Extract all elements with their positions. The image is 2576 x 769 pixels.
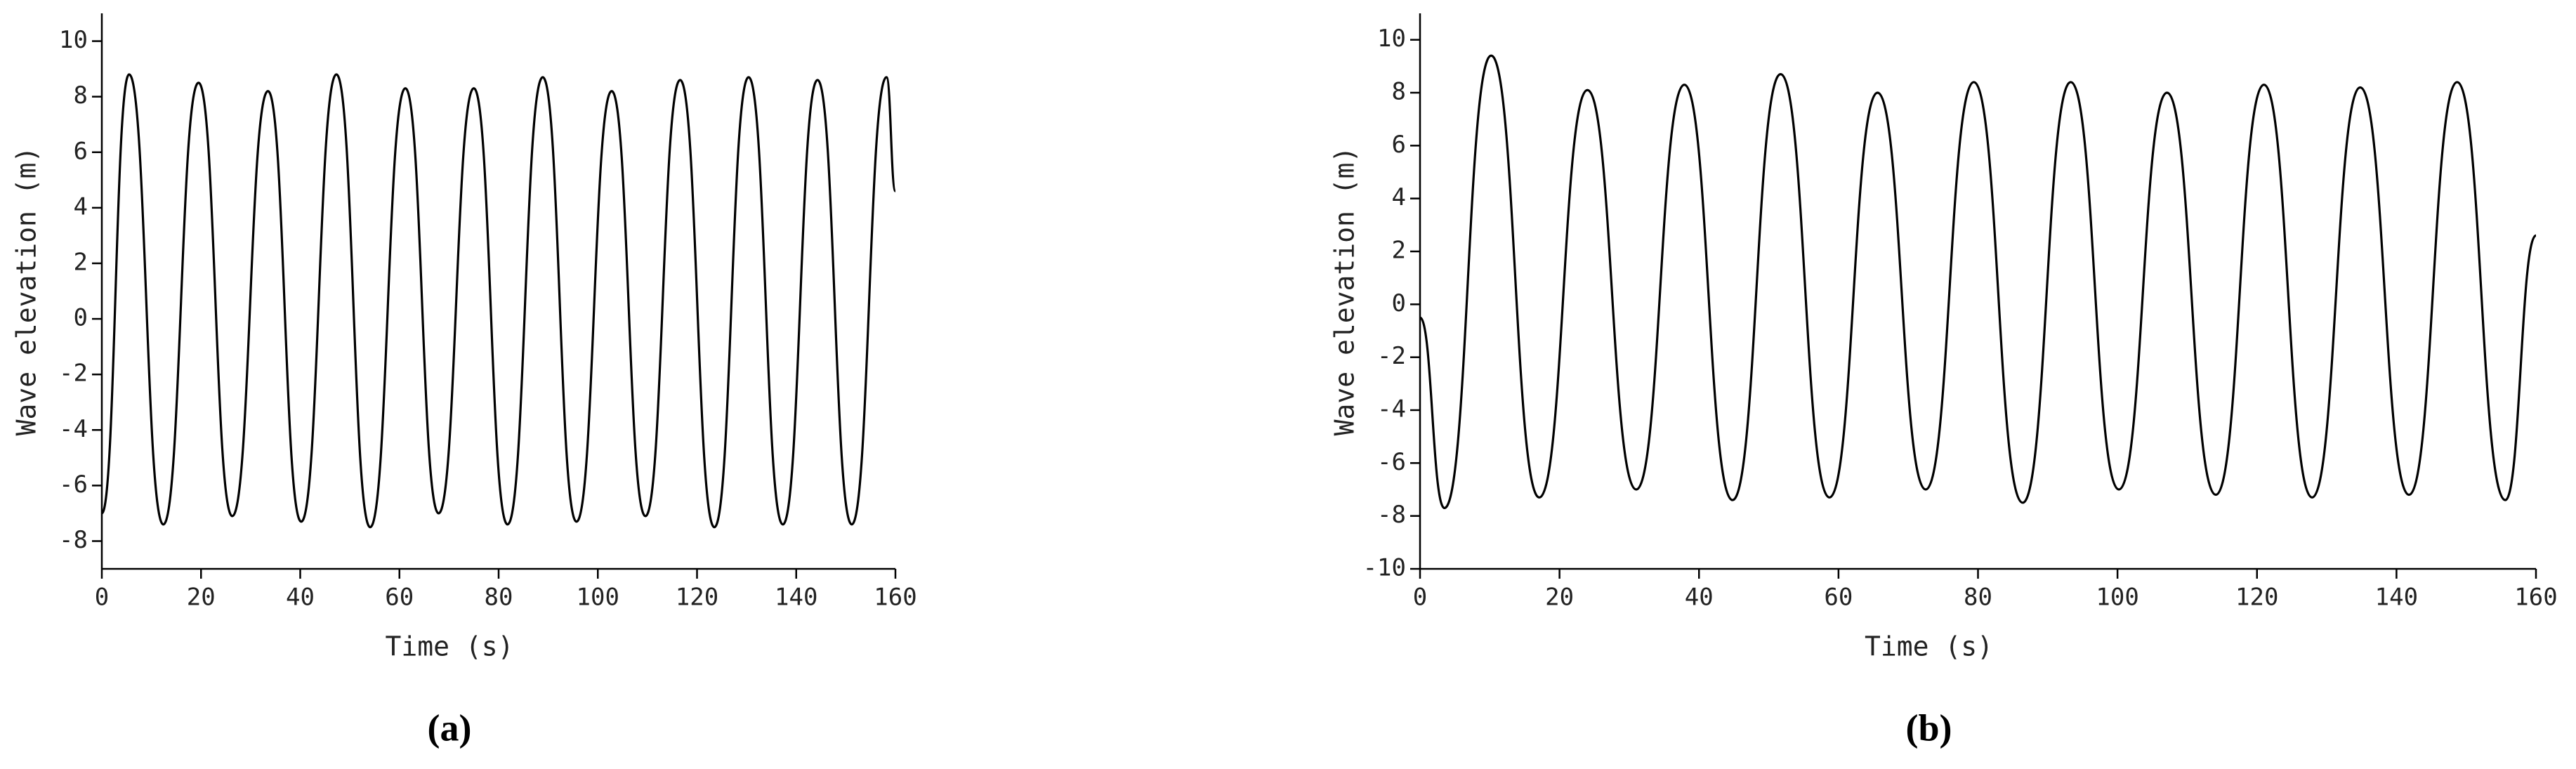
x-tick-label: 60 bbox=[385, 584, 414, 612]
x-tick-label: 160 bbox=[2514, 584, 2557, 612]
x-tick-label: 40 bbox=[286, 584, 315, 612]
x-axis-label: Time (s) bbox=[385, 631, 513, 662]
x-tick-label: 0 bbox=[95, 584, 109, 612]
caption: (b) bbox=[1906, 706, 1952, 749]
wave-line bbox=[100, 73, 897, 529]
x-tick-label: 80 bbox=[1964, 584, 1992, 612]
x-tick-label: 140 bbox=[775, 584, 817, 612]
x-tick-label: 120 bbox=[676, 584, 718, 612]
x-tick-label: 0 bbox=[1413, 584, 1427, 612]
x-tick-label: 60 bbox=[1824, 584, 1853, 612]
y-tick-label: -4 bbox=[1377, 395, 1406, 423]
x-tick-label: 100 bbox=[577, 584, 619, 612]
x-tick-label: 160 bbox=[874, 584, 916, 612]
x-tick-label: 120 bbox=[2235, 584, 2278, 612]
x-tick-label: 20 bbox=[1545, 584, 1574, 612]
y-tick-label: 6 bbox=[1392, 131, 1406, 159]
y-tick-label: -6 bbox=[59, 471, 88, 499]
y-tick-label: -8 bbox=[1377, 501, 1406, 529]
x-tick-label: 100 bbox=[2096, 584, 2138, 612]
y-tick-label: -4 bbox=[59, 415, 88, 443]
x-tick-label: 40 bbox=[1685, 584, 1714, 612]
y-tick-label: 4 bbox=[1392, 183, 1406, 211]
y-axis-label: Wave elevation (m) bbox=[1329, 147, 1360, 436]
y-tick-label: 10 bbox=[1377, 25, 1406, 53]
y-tick-label: -2 bbox=[59, 360, 88, 388]
y-tick-label: 4 bbox=[74, 192, 88, 221]
caption: (a) bbox=[428, 706, 472, 749]
wave-line bbox=[1419, 54, 2537, 509]
y-tick-label: -6 bbox=[1377, 448, 1406, 476]
y-tick-label: 0 bbox=[74, 304, 88, 332]
y-tick-label: 8 bbox=[74, 81, 88, 110]
y-tick-label: 0 bbox=[1392, 289, 1406, 317]
x-tick-label: 80 bbox=[485, 584, 513, 612]
x-tick-label: 20 bbox=[187, 584, 216, 612]
y-axis-label: Wave elevation (m) bbox=[11, 147, 42, 436]
y-tick-label: -2 bbox=[1377, 342, 1406, 370]
y-tick-label: 2 bbox=[74, 248, 88, 276]
y-tick-label: -8 bbox=[59, 526, 88, 554]
y-tick-label: 6 bbox=[74, 137, 88, 165]
y-tick-label: 2 bbox=[1392, 237, 1406, 265]
y-tick-label: 8 bbox=[1392, 78, 1406, 106]
y-tick-label: 10 bbox=[59, 26, 88, 54]
y-tick-label: -10 bbox=[1363, 554, 1406, 582]
x-axis-label: Time (s) bbox=[1865, 631, 1993, 662]
x-tick-label: 140 bbox=[2375, 584, 2418, 612]
